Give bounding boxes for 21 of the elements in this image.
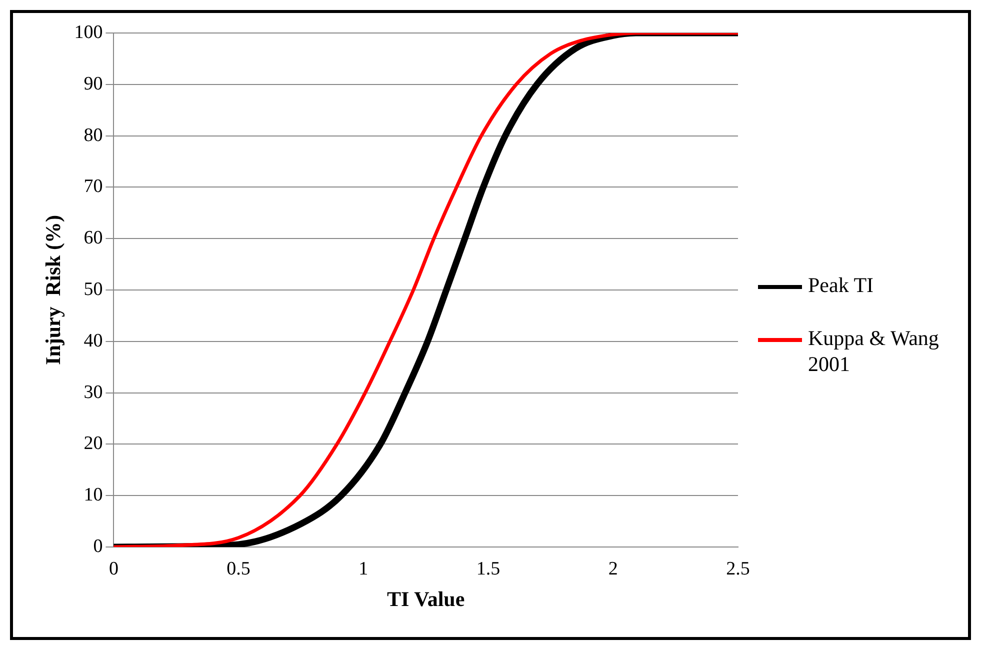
y-tick-label: 90 (84, 73, 103, 94)
y-tick-label: 60 (84, 228, 103, 249)
y-tick-label: 10 (84, 484, 103, 506)
legend-label: Peak TI (808, 273, 874, 298)
y-tick-label: 50 (84, 278, 103, 300)
x-tick-label: 2.5 (726, 558, 750, 580)
y-tick-label: 20 (84, 433, 103, 454)
y-tick-label: 70 (84, 176, 103, 198)
y-tick-label: 80 (84, 124, 103, 146)
y-tick-label: 0 (93, 536, 103, 557)
legend-label: Kuppa & Wang 2001 (808, 326, 940, 377)
y-tick-label: 100 (74, 22, 103, 43)
x-tick-label: 1 (358, 558, 368, 580)
x-tick-label: 2 (608, 558, 618, 580)
y-tick-label: 40 (84, 330, 103, 352)
x-axis-title: TI Value (387, 586, 465, 611)
x-tick-label: 0.5 (226, 558, 250, 580)
y-axis-title: Injury Risk (%) (41, 215, 66, 365)
x-tick-label: 1.5 (476, 558, 500, 580)
x-tick-label: 0 (108, 558, 118, 580)
y-tick-label: 30 (84, 382, 103, 403)
